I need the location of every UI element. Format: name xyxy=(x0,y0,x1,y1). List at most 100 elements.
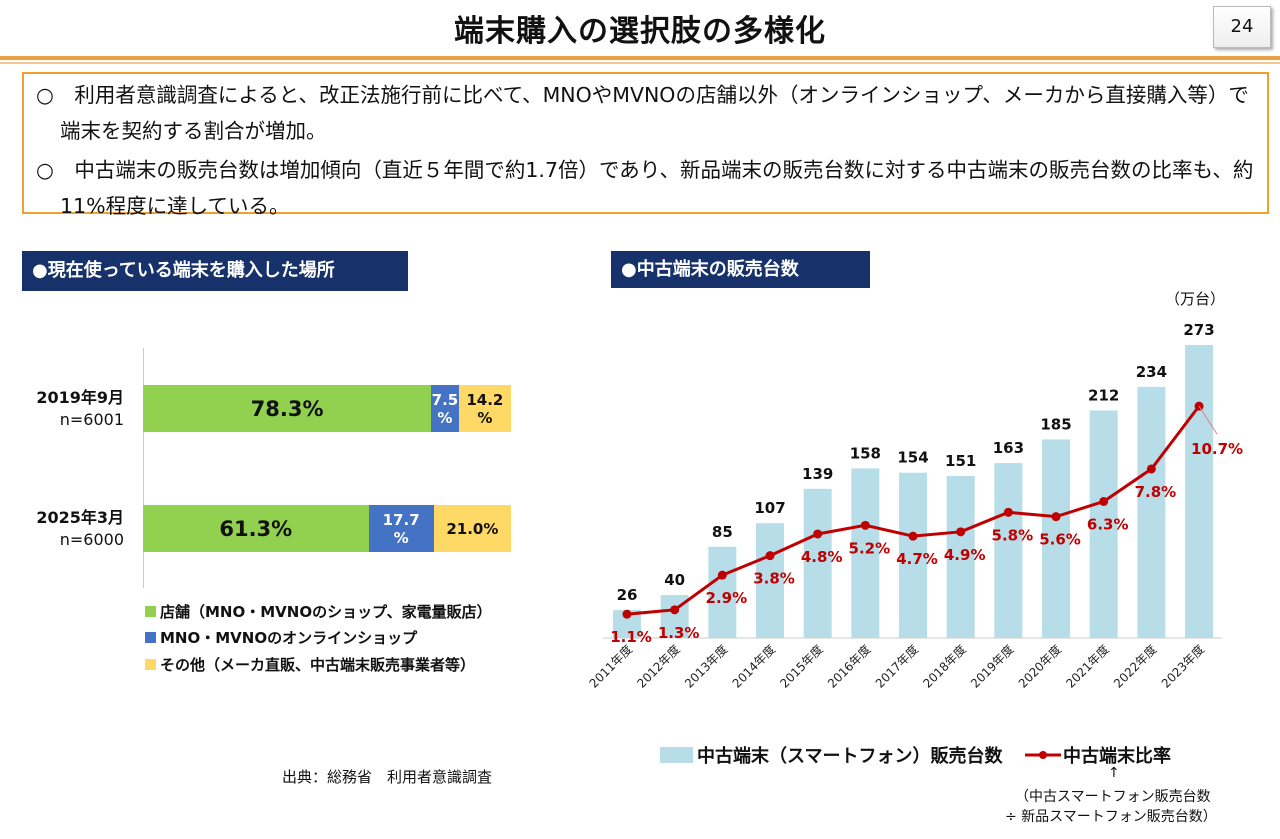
bar xyxy=(899,472,928,638)
bar-segment: 61.3% xyxy=(143,505,369,552)
ratio-value-label: 4.9% xyxy=(944,546,986,564)
bar xyxy=(851,468,880,638)
legend-label: MNO・MVNOのオンラインショップ xyxy=(160,629,418,647)
bar xyxy=(994,463,1023,638)
divider xyxy=(0,56,1280,60)
note-line: （中古スマートフォン販売台数 xyxy=(1015,789,1211,805)
bar-value-label: 185 xyxy=(1040,415,1071,433)
bar xyxy=(1042,439,1071,638)
bar-value-label: 85 xyxy=(712,523,733,541)
ratio-value-label: 1.3% xyxy=(658,624,700,642)
summary-bullet: ○ 中古端末の販売台数は増加傾向（直近５年間で約1.7倍）であり、新品端末の販売… xyxy=(36,158,1254,218)
ratio-value-label: 4.8% xyxy=(801,548,843,566)
legend-swatch xyxy=(145,659,156,670)
data-label: 14.2 xyxy=(466,390,504,409)
ratio-value-label: 5.8% xyxy=(992,526,1034,544)
x-tick-label: 2019年度 xyxy=(967,642,1016,691)
data-label: 21.0% xyxy=(446,519,499,538)
legend-label: その他（メーカ直販、中古端末販売事業者等） xyxy=(160,656,476,674)
ratio-point xyxy=(956,527,966,537)
bar-segment: 7.5% xyxy=(431,385,459,432)
bar-value-label: 273 xyxy=(1183,321,1214,339)
note-line: ÷ 新品スマートフォン販売台数） xyxy=(1005,809,1217,825)
legend-line-marker xyxy=(1025,751,1061,759)
legend-item-store: 店舗（MNO・MVNOのショップ、家電量販店） xyxy=(145,601,492,622)
x-tick-label: 2016年度 xyxy=(824,642,873,691)
ratio-point xyxy=(1003,507,1013,517)
bar-segment: 17.7% xyxy=(368,505,434,552)
category-label: 2025年3月 n=6000 xyxy=(4,507,124,551)
bar-value-label: 212 xyxy=(1088,386,1119,404)
ratio-point xyxy=(622,609,632,619)
x-tick-label: 2013年度 xyxy=(681,642,730,691)
bar-value-label: 154 xyxy=(897,449,928,467)
legend-swatch xyxy=(145,632,156,643)
sample-size: n=6000 xyxy=(59,530,124,549)
ratio-value-label: 6.3% xyxy=(1087,515,1129,533)
source-note: 出典：総務省 利用者意識調査 xyxy=(282,768,493,786)
bar xyxy=(756,523,785,638)
data-label: % xyxy=(477,408,493,427)
ratio-value-label: 5.2% xyxy=(849,539,891,557)
ratio-point xyxy=(717,570,727,580)
x-tick-label: 2012年度 xyxy=(634,642,683,691)
category-name: 2019年9月 xyxy=(36,388,124,407)
bar xyxy=(1137,386,1166,638)
axis-line xyxy=(143,348,144,588)
divider xyxy=(0,62,1280,64)
bar xyxy=(1185,345,1214,638)
page-title: 端末購入の選択肢の多様化 xyxy=(454,14,826,49)
legend-item-sales: 中古端末（スマートフォン）販売台数 xyxy=(660,742,1002,768)
left-chart-title: ●現在使っている端末を購入した場所 xyxy=(22,251,408,291)
bar-value-label: 158 xyxy=(850,444,881,462)
leader-line xyxy=(1198,405,1218,435)
legend-label: 店舗（MNO・MVNOのショップ、家電量販店） xyxy=(160,603,492,621)
bar-segment: 21.0% xyxy=(433,505,511,552)
category-name: 2025年3月 xyxy=(36,508,124,527)
ratio-point xyxy=(1146,464,1156,474)
x-tick-label: 2022年度 xyxy=(1110,642,1159,691)
legend-swatch xyxy=(660,747,693,763)
arrow-up: ↑ xyxy=(1108,765,1120,781)
legend-label: 中古端末比率 xyxy=(1063,746,1171,767)
x-tick-label: 2020年度 xyxy=(1015,642,1064,691)
legend-item-online: MNO・MVNOのオンラインショップ xyxy=(145,627,417,648)
category-label: 2019年9月 n=6001 xyxy=(4,387,124,431)
bar-value-label: 107 xyxy=(754,499,785,517)
bar-segment: 78.3% xyxy=(143,385,432,432)
data-label: % xyxy=(393,528,409,547)
bar xyxy=(1089,410,1118,638)
ratio-value-label: 10.7% xyxy=(1191,440,1243,458)
bar-value-label: 40 xyxy=(664,571,685,589)
ratio-point xyxy=(670,605,680,615)
bar xyxy=(946,475,975,638)
ratio-value-label: 7.8% xyxy=(1135,483,1177,501)
bar-segment: 14.2% xyxy=(458,385,511,432)
legend-item-other: その他（メーカ直販、中古端末販売事業者等） xyxy=(145,654,475,675)
data-label: 78.3% xyxy=(250,396,324,421)
data-label: 61.3% xyxy=(219,516,293,541)
data-label: 7.5 xyxy=(431,390,459,409)
ratio-point xyxy=(1099,496,1109,506)
ratio-value-label: 5.6% xyxy=(1039,531,1081,549)
ratio-value-label: 3.8% xyxy=(753,570,795,588)
bar-value-label: 26 xyxy=(617,586,638,604)
ratio-point xyxy=(765,551,775,561)
data-label: 17.7 xyxy=(382,510,420,529)
ratio-value-label: 2.9% xyxy=(706,589,748,607)
bar-value-label: 163 xyxy=(993,439,1024,457)
bar-value-label: 234 xyxy=(1136,363,1167,381)
bar-value-label: 139 xyxy=(802,465,833,483)
summary-bullet: ○ 利用者意識調査によると、改正法施行前に比べて、MNOやMVNOの店舗以外（オ… xyxy=(36,83,1249,143)
unit-label: （万台） xyxy=(1165,290,1226,308)
ratio-value-label: 1.1% xyxy=(610,628,652,646)
data-label: % xyxy=(437,408,453,427)
legend-swatch xyxy=(145,606,156,617)
ratio-point xyxy=(860,520,870,530)
x-tick-label: 2014年度 xyxy=(729,642,778,691)
x-tick-label: 2021年度 xyxy=(1063,642,1112,691)
sample-size: n=6001 xyxy=(59,410,124,429)
ratio-point xyxy=(908,531,918,541)
ratio-note: （中古スマートフォン販売台数 ÷ 新品スマートフォン販売台数） xyxy=(1005,787,1235,827)
